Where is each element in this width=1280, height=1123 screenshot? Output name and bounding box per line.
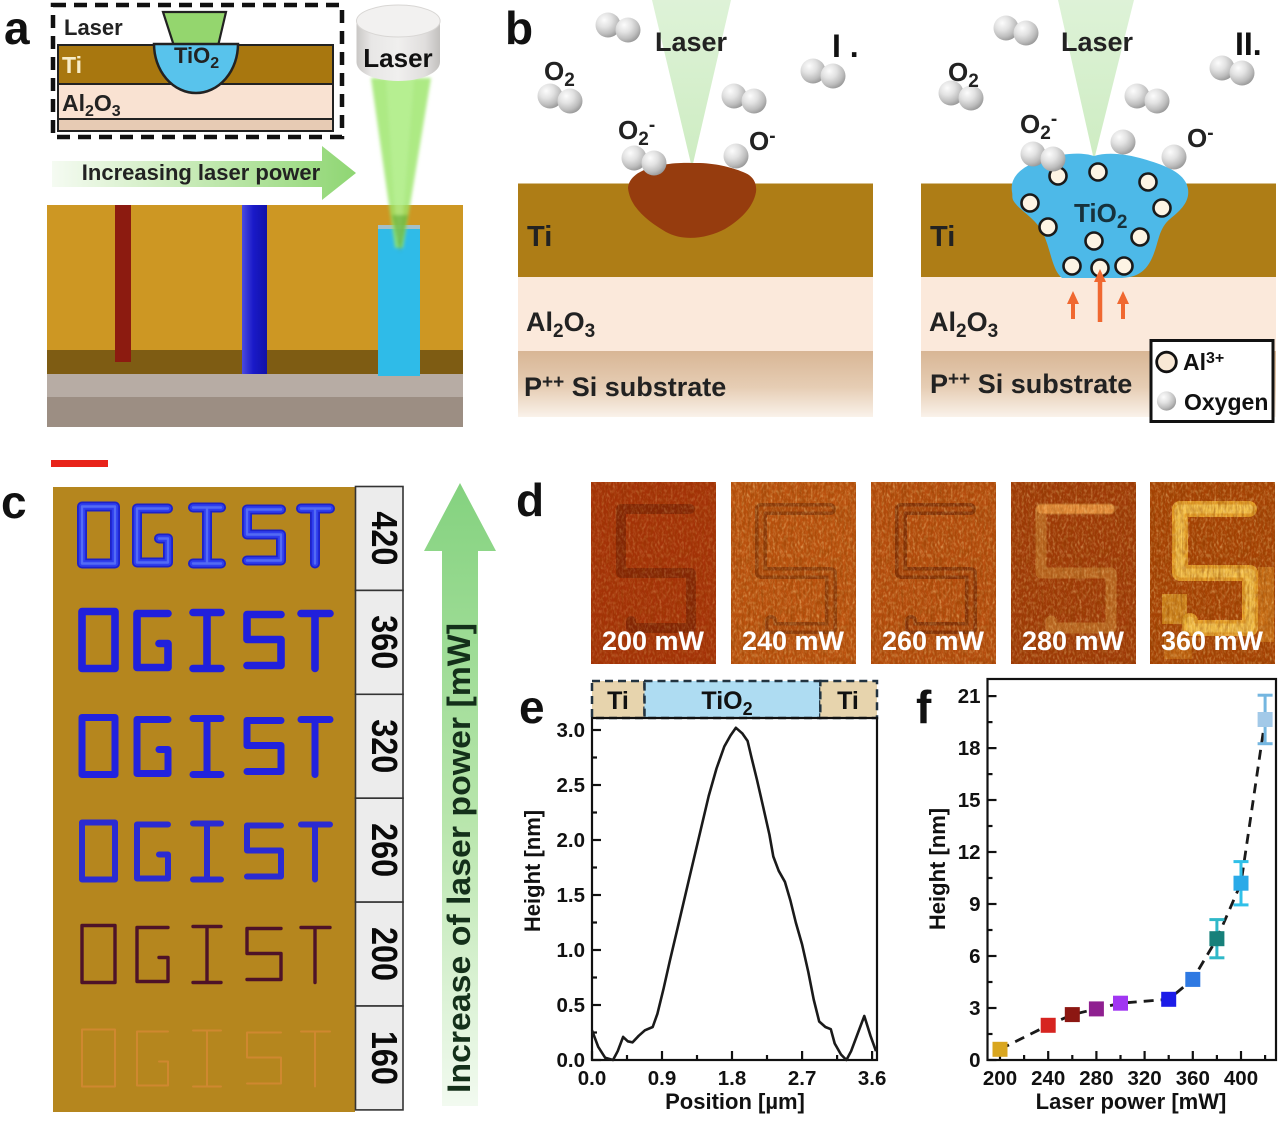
svg-text:Position [µm]: Position [µm] <box>665 1089 805 1114</box>
svg-text:240 mW: 240 mW <box>742 626 845 656</box>
svg-text:a: a <box>4 2 30 54</box>
svg-text:2.7: 2.7 <box>788 1067 817 1090</box>
svg-text:9: 9 <box>969 893 980 916</box>
svg-text:Laser: Laser <box>64 15 123 40</box>
svg-text:Ti: Ti <box>837 687 859 715</box>
svg-text:I .: I . <box>832 28 859 64</box>
svg-text:0.0: 0.0 <box>557 1049 586 1072</box>
svg-text:1.8: 1.8 <box>718 1067 747 1090</box>
svg-text:3: 3 <box>969 997 980 1020</box>
svg-text:18: 18 <box>958 737 981 760</box>
svg-text:15: 15 <box>958 789 981 812</box>
svg-text:240: 240 <box>1031 1067 1065 1090</box>
svg-text:Ti: Ti <box>607 687 629 715</box>
svg-text:12: 12 <box>958 841 981 864</box>
svg-text:Height [nm]: Height [nm] <box>925 808 950 930</box>
svg-text:0.9: 0.9 <box>648 1067 677 1090</box>
svg-text:3.0: 3.0 <box>557 719 586 742</box>
svg-text:d: d <box>516 474 544 526</box>
svg-text:P++ Si substrate: P++ Si substrate <box>930 369 1132 399</box>
svg-text:160: 160 <box>364 1031 405 1085</box>
svg-text:360 mW: 360 mW <box>1161 626 1264 656</box>
svg-text:TiO2: TiO2 <box>174 43 219 72</box>
svg-text:280: 280 <box>1079 1067 1113 1090</box>
svg-text:360: 360 <box>364 615 405 669</box>
svg-text:c: c <box>1 476 27 528</box>
svg-text:320: 320 <box>364 719 405 773</box>
svg-text:200: 200 <box>983 1067 1017 1090</box>
svg-text:3.6: 3.6 <box>858 1067 887 1090</box>
svg-text:360: 360 <box>1176 1067 1210 1090</box>
svg-text:Increasing laser power: Increasing laser power <box>82 160 321 185</box>
svg-text:0.5: 0.5 <box>557 994 586 1017</box>
svg-text:Ti: Ti <box>930 221 955 253</box>
svg-text:Laser: Laser <box>1061 27 1134 57</box>
svg-text:P++ Si substrate: P++ Si substrate <box>524 372 726 402</box>
svg-text:Oxygen: Oxygen <box>1184 389 1268 415</box>
svg-text:1.0: 1.0 <box>557 939 586 962</box>
svg-text:260: 260 <box>364 823 405 877</box>
svg-text:f: f <box>916 681 932 733</box>
svg-text:420: 420 <box>364 511 405 565</box>
svg-text:280 mW: 280 mW <box>1022 626 1125 656</box>
svg-text:Laser power [mW]: Laser power [mW] <box>1036 1089 1227 1114</box>
svg-text:Increase of laser power [mW]: Increase of laser power [mW] <box>441 623 477 1093</box>
svg-text:b: b <box>505 2 533 54</box>
svg-text:200: 200 <box>364 927 405 981</box>
svg-text:6: 6 <box>969 945 980 968</box>
svg-text:21: 21 <box>958 685 981 708</box>
svg-text:e: e <box>519 681 545 733</box>
svg-text:200 mW: 200 mW <box>602 626 705 656</box>
svg-text:260 mW: 260 mW <box>882 626 985 656</box>
svg-text:2.0: 2.0 <box>557 829 586 852</box>
svg-text:Al3+: Al3+ <box>1183 349 1224 375</box>
svg-text:Laser: Laser <box>655 27 728 57</box>
svg-text:Ti: Ti <box>527 221 552 253</box>
svg-text:2.5: 2.5 <box>557 774 586 797</box>
svg-text:0: 0 <box>969 1049 980 1072</box>
svg-text:Ti: Ti <box>62 52 82 78</box>
svg-text:Laser: Laser <box>363 43 432 73</box>
svg-text:Height [nm]: Height [nm] <box>520 810 545 932</box>
svg-text:0.0: 0.0 <box>578 1067 607 1090</box>
svg-text:320: 320 <box>1127 1067 1161 1090</box>
svg-text:400: 400 <box>1224 1067 1258 1090</box>
svg-text:1.5: 1.5 <box>557 884 586 907</box>
svg-text:II.: II. <box>1235 26 1262 62</box>
